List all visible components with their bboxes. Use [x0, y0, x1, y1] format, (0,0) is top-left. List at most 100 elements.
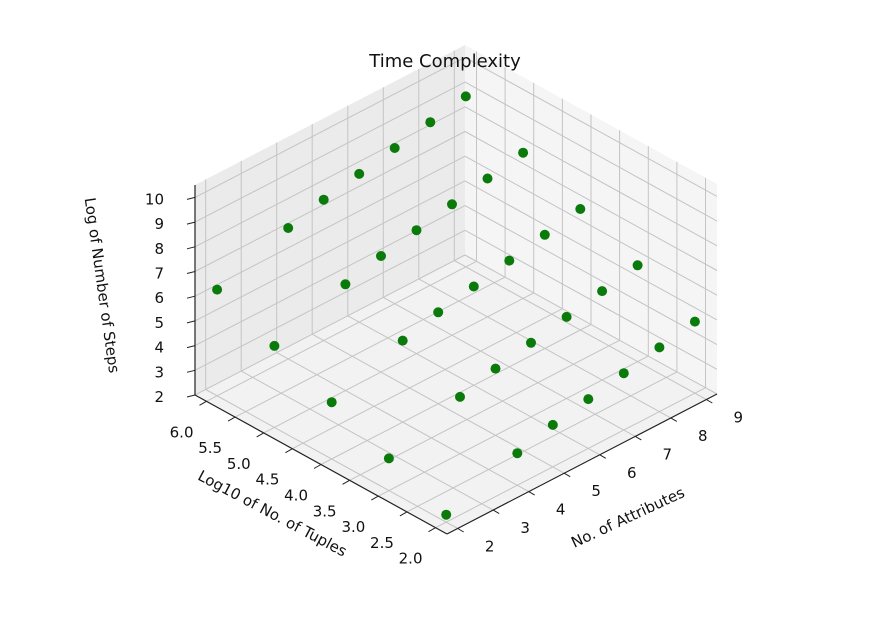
z-tick-label: 3 [154, 363, 164, 381]
data-point [468, 281, 479, 292]
data-point [526, 337, 536, 348]
data-point [632, 260, 643, 271]
data-point [539, 229, 550, 240]
data-point [354, 168, 365, 179]
z-tick-label: 5 [154, 314, 164, 332]
data-point [689, 316, 700, 327]
grid-y-floor [263, 292, 534, 434]
data-point [654, 342, 665, 353]
grid-z-right-wall [464, 155, 718, 296]
grid-z-left-wall [194, 56, 466, 198]
data-point [283, 223, 294, 233]
grid-z-right-wall [464, 180, 718, 321]
y-tick-mark [428, 527, 436, 533]
y-tick-mark [285, 448, 293, 454]
grid-z-right-wall [464, 131, 718, 271]
data-point [340, 279, 351, 290]
data-point [425, 117, 436, 128]
x-tick-label: 9 [734, 409, 744, 427]
data-point [597, 286, 608, 297]
grid-z-right-wall [464, 205, 718, 346]
z-tick-label: 2 [154, 388, 164, 406]
data-point [433, 307, 444, 318]
axis-panes [195, 45, 717, 534]
z-tick-label: 7 [154, 265, 164, 283]
grid-z-right-wall [464, 106, 718, 247]
y-tick-label: 2.5 [370, 534, 394, 552]
data-point [618, 368, 629, 379]
z-axis-label: Log of Number of Steps [81, 196, 123, 374]
data-point [383, 453, 394, 464]
tick-labels: 2 3 4 5 6 7 8 9 2.0 2.5 3.03.5 4.04.5 5.0 5.56.0 2 3 4 5 6… [145, 190, 743, 567]
y-tick-label: 2.0 [399, 550, 423, 568]
data-point [212, 284, 223, 295]
y-tick-mark [199, 400, 207, 406]
y-tick-label: 5.0 [227, 455, 251, 473]
z-tick-mark [186, 394, 196, 398]
x-tick-mark [635, 435, 642, 441]
x-axis-line [446, 393, 718, 535]
data-point [397, 335, 408, 346]
z-tick-mark [186, 369, 196, 373]
x-tick-label: 3 [520, 519, 530, 537]
x-tick-label: 7 [663, 445, 673, 463]
y-tick-mark [227, 416, 236, 422]
grid-y-floor [349, 339, 620, 481]
data-point [326, 397, 337, 408]
data-point [318, 194, 329, 205]
z-tick-label: 6 [154, 289, 164, 307]
grid-z-right-wall [464, 56, 718, 197]
grid-lines [194, 50, 718, 529]
x-tick-mark [599, 454, 607, 459]
x-tick-label: 8 [698, 427, 708, 445]
grid-z-left-wall [194, 81, 466, 223]
grid-z-left-wall [194, 254, 466, 396]
y-tick-mark [256, 432, 264, 438]
x-tick-mark [492, 509, 500, 515]
grid-y-floor [435, 387, 706, 529]
y-tick-label: 4.0 [284, 487, 308, 505]
y-tick-label: 5.5 [198, 439, 222, 457]
data-point [547, 419, 558, 430]
data-point [411, 225, 422, 236]
z-tick-mark [186, 196, 196, 200]
grid-z-left-wall [194, 229, 466, 371]
data-point [490, 363, 501, 374]
grid-z-left-wall [194, 155, 466, 297]
grid-z-right-wall [464, 81, 718, 222]
data-point [460, 91, 471, 102]
grid-z-left-wall [194, 106, 466, 248]
grid-y-floor [292, 308, 563, 450]
x-tick-label: 4 [556, 501, 566, 519]
y-tick-label: 3.0 [341, 518, 365, 536]
y-tick-mark [313, 464, 322, 469]
grid-z-right-wall [464, 229, 718, 370]
x-tick-mark [706, 399, 713, 404]
x-tick-mark [528, 491, 535, 496]
data-point [447, 199, 457, 210]
y-tick-label: 3.5 [313, 502, 337, 520]
data-point [583, 394, 594, 405]
x-tick-mark [670, 417, 678, 422]
grid-z-right-wall [464, 254, 718, 395]
z-tick-mark [186, 295, 196, 299]
data-point [482, 173, 493, 184]
x-axis-label: No. of Attributes [568, 483, 687, 551]
x-tick-mark [457, 528, 464, 533]
grid-y-floor [406, 371, 678, 513]
x-tick-label: 6 [627, 464, 637, 482]
x-tick-label: 2 [485, 538, 495, 556]
grid-z-left-wall [194, 180, 466, 322]
data-point [561, 311, 572, 322]
z-tick-mark [186, 221, 196, 225]
data-point [269, 340, 280, 351]
chart-title: Time Complexity [368, 51, 521, 72]
z-tick-label: 10 [145, 190, 164, 208]
z-tick-mark [186, 320, 196, 324]
tick-marks [186, 196, 713, 533]
data-point [504, 255, 515, 266]
grid-y-floor [234, 276, 506, 418]
data-points [212, 91, 700, 520]
z-tick-mark [186, 271, 196, 274]
